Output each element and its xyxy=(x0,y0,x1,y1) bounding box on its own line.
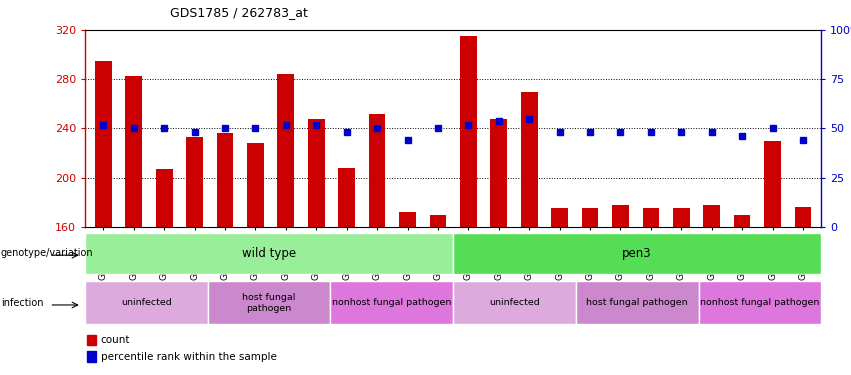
Text: percentile rank within the sample: percentile rank within the sample xyxy=(100,352,277,362)
Text: host fungal
pathogen: host fungal pathogen xyxy=(243,293,296,312)
Bar xyxy=(582,209,598,227)
Text: nonhost fungal pathogen: nonhost fungal pathogen xyxy=(700,298,820,307)
Bar xyxy=(330,281,453,324)
Bar xyxy=(368,114,386,227)
Bar xyxy=(795,207,811,227)
Text: pen3: pen3 xyxy=(622,247,652,259)
Text: nonhost fungal pathogen: nonhost fungal pathogen xyxy=(332,298,452,307)
Bar xyxy=(156,169,173,227)
Text: wild type: wild type xyxy=(242,247,296,259)
Bar xyxy=(85,232,453,274)
Bar xyxy=(551,209,568,227)
Bar xyxy=(453,232,821,274)
Text: genotype/variation: genotype/variation xyxy=(1,248,94,258)
Bar xyxy=(277,74,294,227)
Bar xyxy=(734,214,751,227)
Bar xyxy=(125,75,142,227)
Bar xyxy=(399,212,416,227)
Bar xyxy=(576,281,699,324)
Bar xyxy=(85,281,208,324)
Text: infection: infection xyxy=(1,298,43,308)
Bar xyxy=(339,168,355,227)
Bar xyxy=(699,281,821,324)
Text: host fungal pathogen: host fungal pathogen xyxy=(586,298,688,307)
Bar xyxy=(764,141,781,227)
Bar xyxy=(208,281,330,324)
Bar xyxy=(217,134,233,227)
Bar xyxy=(703,205,720,227)
Bar xyxy=(88,334,96,345)
Bar xyxy=(247,143,264,227)
Bar xyxy=(490,118,507,227)
Bar xyxy=(643,209,660,227)
Bar xyxy=(308,118,324,227)
Bar xyxy=(95,61,111,227)
Bar xyxy=(430,214,446,227)
Text: uninfected: uninfected xyxy=(121,298,172,307)
Bar xyxy=(612,205,629,227)
Text: count: count xyxy=(100,335,130,345)
Bar xyxy=(88,351,96,362)
Bar xyxy=(673,209,689,227)
Bar xyxy=(460,36,477,227)
Text: GDS1785 / 262783_at: GDS1785 / 262783_at xyxy=(170,6,308,19)
Bar xyxy=(186,137,203,227)
Bar xyxy=(453,281,576,324)
Text: uninfected: uninfected xyxy=(489,298,540,307)
Bar xyxy=(521,92,538,227)
